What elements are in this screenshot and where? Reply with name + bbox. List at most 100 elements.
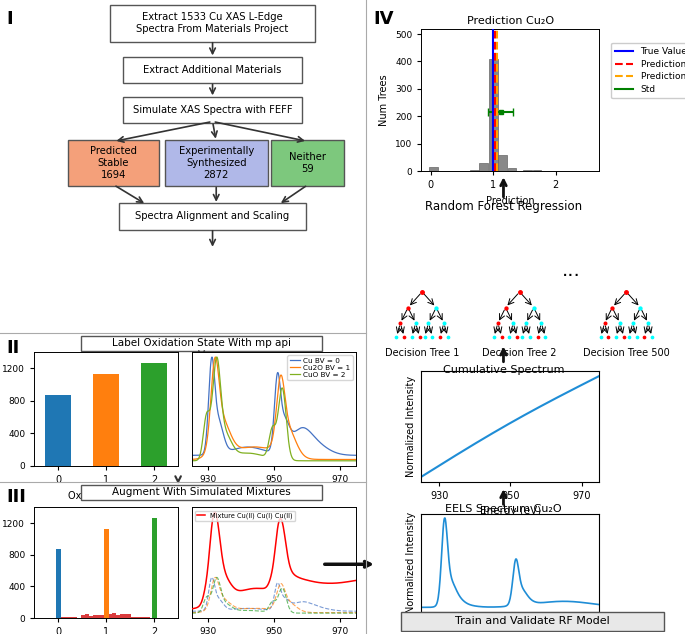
Y-axis label: Normalized Intensity: Normalized Intensity <box>406 376 416 477</box>
Y-axis label: Num Trees: Num Trees <box>379 74 390 126</box>
Cu BV = 0 <box>292 427 300 435</box>
Text: Augment With Simulated Mixtures: Augment With Simulated Mixtures <box>112 488 291 498</box>
Cu2O BV = 1 <box>253 443 262 451</box>
Bar <box>103 529 108 618</box>
Line: CuO BV = 2: CuO BV = 2 <box>192 357 356 461</box>
Cu2O BV = 1 <box>308 455 316 463</box>
Mixture Cu(II) Cu(I) Cu(II) <box>308 578 316 585</box>
Mixture Cu(II) Cu(I) Cu(II) <box>307 577 315 585</box>
Text: III: III <box>7 488 27 506</box>
Cu BV = 0 <box>307 429 315 437</box>
Line: Cu BV = 0: Cu BV = 0 <box>192 357 356 455</box>
Bar <box>92 615 97 618</box>
Bar <box>85 614 89 618</box>
Text: Spectra Alignment and Scaling: Spectra Alignment and Scaling <box>136 211 290 221</box>
X-axis label: Energy (eV): Energy (eV) <box>245 489 303 500</box>
Bar <box>498 155 507 171</box>
Bar <box>58 617 62 618</box>
Bar <box>82 614 85 618</box>
Bar <box>112 612 116 618</box>
Cu BV = 0 <box>308 430 316 437</box>
Bar <box>479 163 488 171</box>
FancyBboxPatch shape <box>81 485 323 500</box>
Mixture Cu(II) Cu(I) Cu(II) <box>352 576 360 584</box>
FancyBboxPatch shape <box>123 56 302 83</box>
Bar <box>135 617 139 618</box>
Bar <box>93 374 119 466</box>
Bar <box>127 614 131 618</box>
Legend: Mixture Cu(II) Cu(I) Cu(II): Mixture Cu(II) Cu(I) Cu(II) <box>195 510 295 521</box>
Text: Predicted
Stable
1694: Predicted Stable 1694 <box>90 146 137 179</box>
CuO BV = 2 <box>242 450 250 457</box>
CuO BV = 2 <box>308 457 316 465</box>
Cu2O BV = 1 <box>352 456 360 463</box>
FancyBboxPatch shape <box>68 140 160 186</box>
Mixture Cu(II) Cu(I) Cu(II) <box>211 508 219 516</box>
FancyBboxPatch shape <box>81 336 323 351</box>
Cu2O BV = 1 <box>211 353 219 361</box>
Text: Decision Tree 1: Decision Tree 1 <box>385 347 459 358</box>
FancyBboxPatch shape <box>401 612 664 631</box>
Text: IV: IV <box>373 10 394 27</box>
Text: Train and Validate RF Model: Train and Validate RF Model <box>456 616 610 626</box>
Text: Neither
59: Neither 59 <box>289 152 326 174</box>
Bar <box>151 519 156 618</box>
Bar <box>523 170 532 171</box>
FancyBboxPatch shape <box>110 5 315 42</box>
Mixture Cu(II) Cu(I) Cu(II) <box>208 524 216 532</box>
Text: Experimentally
Synthesized
2872: Experimentally Synthesized 2872 <box>179 146 254 179</box>
Cu2O BV = 1 <box>242 444 250 451</box>
CuO BV = 2 <box>253 451 262 458</box>
Mixture Cu(II) Cu(I) Cu(II) <box>188 605 196 612</box>
Text: Random Forest Regression: Random Forest Regression <box>425 200 582 213</box>
Text: II: II <box>7 339 20 357</box>
Cu BV = 0 <box>208 354 216 361</box>
Bar <box>45 395 71 466</box>
Line: Mixture Cu(II) Cu(I) Cu(II): Mixture Cu(II) Cu(I) Cu(II) <box>192 512 356 609</box>
Bar <box>73 617 77 618</box>
Bar <box>429 167 438 171</box>
Text: Decision Tree 2: Decision Tree 2 <box>482 347 557 358</box>
Line: Cu2O BV = 1: Cu2O BV = 1 <box>192 357 356 460</box>
Bar <box>89 616 92 618</box>
Cu2O BV = 1 <box>188 456 196 463</box>
Bar <box>108 614 112 618</box>
Bar <box>141 363 167 466</box>
Y-axis label: Normalized Intensity: Normalized Intensity <box>406 512 416 613</box>
CuO BV = 2 <box>213 353 221 361</box>
Bar <box>508 169 516 171</box>
Bar <box>55 549 60 618</box>
Bar <box>116 614 120 618</box>
CuO BV = 2 <box>307 457 315 465</box>
Mixture Cu(II) Cu(I) Cu(II) <box>242 586 250 593</box>
Text: I: I <box>7 10 14 27</box>
Bar <box>147 617 150 618</box>
Bar <box>97 615 101 618</box>
Bar <box>104 616 108 618</box>
Text: Decision Tree 500: Decision Tree 500 <box>583 347 670 358</box>
X-axis label: Energy (eV): Energy (eV) <box>479 507 541 517</box>
FancyBboxPatch shape <box>123 96 302 123</box>
CuO BV = 2 <box>352 457 360 465</box>
Text: Extract 1533 Cu XAS L-Edge
Spectra From Materials Project: Extract 1533 Cu XAS L-Edge Spectra From … <box>136 13 288 34</box>
CuO BV = 2 <box>188 457 196 465</box>
Text: Cumulative Spectrum: Cumulative Spectrum <box>443 365 564 375</box>
Bar <box>62 617 66 618</box>
Cu2O BV = 1 <box>307 455 315 463</box>
FancyBboxPatch shape <box>165 140 268 186</box>
Bar <box>470 170 479 171</box>
Text: Extract Additional Materials: Extract Additional Materials <box>143 65 282 75</box>
Mixture Cu(II) Cu(I) Cu(II) <box>253 585 262 592</box>
Cu BV = 0 <box>352 451 360 459</box>
Text: EELS Spectrum Cu₂O: EELS Spectrum Cu₂O <box>445 504 562 514</box>
Bar <box>489 59 497 171</box>
Cu2O BV = 1 <box>292 437 300 444</box>
Mixture Cu(II) Cu(I) Cu(II) <box>292 572 300 579</box>
Legend: Cu BV = 0, Cu2O BV = 1, CuO BV = 2: Cu BV = 0, Cu2O BV = 1, CuO BV = 2 <box>288 356 353 380</box>
FancyBboxPatch shape <box>119 203 306 230</box>
Cu BV = 0 <box>188 451 196 459</box>
Title: Prediction Cu₂O: Prediction Cu₂O <box>466 16 554 27</box>
CuO BV = 2 <box>292 456 300 464</box>
CuO BV = 2 <box>208 397 216 404</box>
Cu BV = 0 <box>253 444 262 452</box>
